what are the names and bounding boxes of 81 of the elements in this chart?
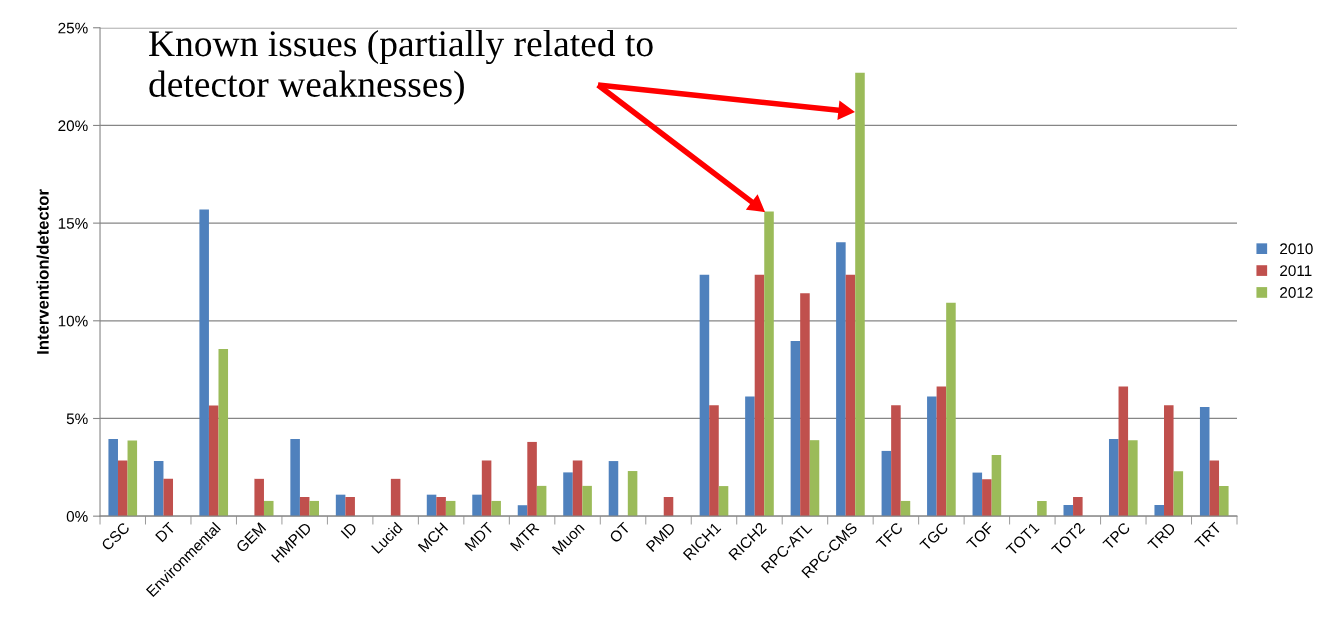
- bar: [718, 486, 729, 517]
- bar: [582, 485, 592, 517]
- bar: [800, 293, 810, 517]
- y-tick-label: 0%: [66, 511, 88, 522]
- y-tick-label: 25%: [58, 22, 88, 34]
- x-tick-label: TRD: [1147, 521, 1177, 551]
- bar: [345, 497, 355, 517]
- y-axis-title: Intervention/detector: [36, 189, 49, 354]
- bar: [855, 72, 865, 517]
- bar: [436, 497, 446, 517]
- x-tick-label: TPC: [1102, 521, 1131, 551]
- y-tick-label: 5%: [66, 413, 88, 425]
- bar: [163, 478, 174, 517]
- bar: [1073, 497, 1083, 517]
- bar: [754, 274, 765, 517]
- bar: [1154, 505, 1165, 517]
- bar: [1173, 471, 1184, 517]
- bar: [299, 497, 310, 517]
- bar: [709, 405, 719, 517]
- legend-label: 2012: [1280, 287, 1313, 298]
- bar: [426, 494, 437, 517]
- bar: [218, 348, 229, 517]
- bar: [982, 479, 992, 517]
- annotation: Known issues (partially related to detector weaknesses): [149, 30, 653, 105]
- legend-label: 2010: [1280, 243, 1313, 255]
- bar: [1118, 386, 1129, 517]
- bar: [572, 460, 583, 517]
- bar: [445, 500, 456, 517]
- bar: [927, 396, 937, 517]
- bar: [491, 500, 501, 517]
- bar: [891, 405, 901, 517]
- bar: [481, 460, 492, 517]
- x-tick-label: ID: [340, 521, 358, 539]
- bar: [745, 396, 755, 517]
- bar: [390, 478, 401, 517]
- x-tick-label: OT: [608, 521, 631, 544]
- bar: [991, 455, 1002, 517]
- bar: [1199, 406, 1210, 517]
- bar: [199, 209, 209, 517]
- bar: [1063, 505, 1074, 517]
- bar: [563, 472, 573, 517]
- bar: [527, 441, 537, 517]
- bar: [254, 478, 264, 517]
- bar: [1209, 460, 1220, 517]
- bar: [790, 341, 801, 517]
- y-tick-label: 15%: [58, 218, 88, 229]
- bar: [845, 274, 856, 517]
- bar: [836, 242, 846, 517]
- bar: [764, 211, 774, 517]
- bar: [335, 494, 346, 517]
- bar: [1037, 500, 1047, 517]
- bar: [1164, 405, 1174, 517]
- bar: [608, 461, 619, 517]
- bar: [108, 438, 118, 517]
- bar: [699, 274, 710, 517]
- bar: [663, 497, 674, 517]
- bar: [472, 494, 482, 517]
- bar: [972, 472, 983, 517]
- y-tick-label: 20%: [58, 120, 88, 132]
- bar: [290, 438, 300, 517]
- bar: [517, 505, 528, 517]
- bar: [309, 500, 319, 517]
- legend-label: 2011: [1280, 265, 1312, 277]
- x-tick-label: TFC: [875, 521, 904, 550]
- bar: [208, 405, 219, 517]
- bar: [627, 471, 638, 517]
- bar: [900, 500, 911, 517]
- bar: [881, 450, 892, 517]
- bar: [263, 500, 274, 517]
- bar: [117, 460, 128, 517]
- bar: [1219, 486, 1229, 517]
- x-tick-label: TRT: [1194, 521, 1222, 550]
- bar: [809, 440, 820, 517]
- bar: [536, 485, 547, 517]
- bar: [946, 302, 956, 517]
- y-tick-label: 10%: [58, 315, 88, 327]
- bar: [1108, 438, 1119, 517]
- bar: [936, 386, 947, 517]
- bar: [153, 461, 164, 517]
- bar: [1128, 440, 1138, 517]
- bar: [127, 440, 138, 517]
